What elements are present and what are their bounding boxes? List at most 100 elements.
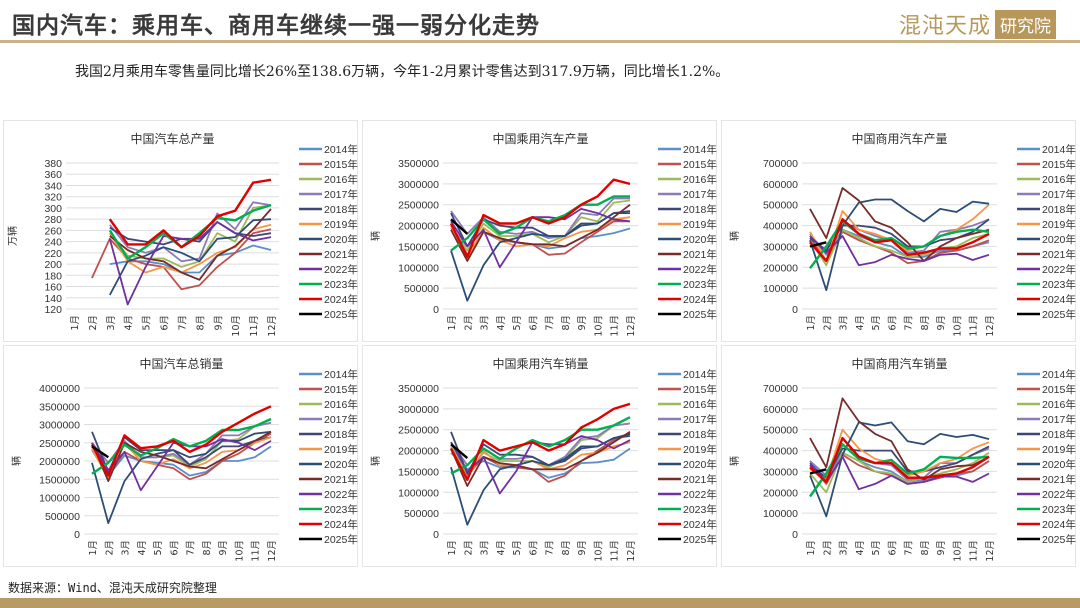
series-line-2025年	[91, 445, 109, 459]
x-tick-label: 11月	[969, 540, 980, 562]
series-line-2015年	[450, 433, 631, 483]
chart-2: 中国商用汽车产量 0 100000 200000 300000 400000 500000 6…	[728, 131, 1076, 337]
legend-label: 2021年	[683, 248, 717, 261]
chart-4: 中国乘用汽车销量 0 500000 1000000 1500000 2000000 2500…	[369, 356, 717, 562]
legend-label: 2025年	[1042, 308, 1076, 321]
legend-label: 2021年	[1042, 473, 1076, 486]
legend-label: 2019年	[683, 443, 717, 456]
y-axis-label: 辆	[369, 456, 382, 466]
legend-label: 2017年	[1042, 413, 1076, 426]
data-source-note: 数据来源：Wind、混沌天成研究院整理	[8, 581, 217, 595]
y-tick-label: 600000	[763, 404, 798, 416]
x-tick-label: 7月	[904, 540, 915, 556]
x-tick-label: 8月	[195, 315, 206, 331]
x-tick-label: 3月	[480, 315, 491, 331]
legend-label: 2023年	[324, 278, 358, 291]
series-line-2024年	[809, 436, 990, 484]
x-tick-label: 5月	[871, 315, 882, 331]
logo-text: 混沌天成	[898, 14, 991, 39]
x-tick-label: 12月	[985, 315, 996, 337]
series-line-2024年	[809, 218, 990, 263]
y-tick-label: 160	[44, 282, 62, 294]
legend-label: 2015年	[1042, 158, 1076, 171]
y-tick-label: 340	[44, 180, 62, 192]
y-tick-label: 120	[44, 304, 62, 316]
x-tick-label: 9月	[213, 315, 224, 331]
chart-panel-total-production: 中国汽车总产量 120 140 160 180 200 220 240 260 280 300 320…	[3, 120, 358, 342]
legend-label: 2014年	[1042, 368, 1076, 381]
x-tick-label: 9月	[936, 315, 947, 331]
legend-label: 2019年	[1042, 443, 1076, 456]
footer-bar	[0, 598, 1080, 608]
series-line-2023年	[450, 416, 631, 475]
series-line-2018年	[809, 445, 990, 479]
legend-label: 2024年	[324, 293, 358, 306]
y-axis-label: 辆	[369, 231, 382, 241]
x-tick-label: 9月	[577, 315, 588, 331]
legend-label: 2014年	[683, 368, 717, 381]
y-tick-label: 500000	[763, 200, 798, 212]
chart-panel-passenger-sales: 中国乘用汽车销量 0 500000 1000000 1500000 2000000 2500…	[362, 345, 717, 567]
legend-label: 2021年	[683, 473, 717, 486]
legend-label: 2023年	[683, 503, 717, 516]
x-tick-label: 6月	[528, 315, 539, 331]
x-tick-label: 11月	[249, 315, 260, 337]
x-tick-label: 10月	[234, 540, 245, 562]
legend-label: 2024年	[1042, 293, 1076, 306]
y-tick-label: 1000000	[398, 487, 439, 499]
legend-label: 2014年	[1042, 143, 1076, 156]
series-line-2022年	[91, 438, 272, 492]
page-subtitle: 我国2月乘用车零售量同比增长26%至138.6万辆，今年1-2月累计零售达到31…	[75, 64, 730, 80]
legend-label: 2019年	[1042, 218, 1076, 231]
series-line-2020年	[809, 198, 990, 292]
x-tick-label: 12月	[626, 315, 637, 337]
x-tick-label: 8月	[561, 540, 572, 556]
x-tick-label: 1月	[806, 315, 817, 331]
legend-label: 2022年	[683, 488, 717, 501]
legend-label: 2017年	[324, 188, 358, 201]
x-tick-label: 9月	[218, 540, 229, 556]
chart-title: 中国汽车总销量	[139, 356, 223, 371]
legend-label: 2016年	[683, 173, 717, 186]
series-line-2024年	[449, 402, 631, 481]
legend-label: 2018年	[683, 428, 717, 441]
y-tick-label: 200000	[763, 487, 798, 499]
legend-label: 2015年	[1042, 383, 1076, 396]
legend-label: 2020年	[324, 458, 358, 471]
legend-label: 2016年	[1042, 173, 1076, 186]
legend-label: 2014年	[324, 143, 358, 156]
series-line-2021年	[450, 203, 631, 262]
y-tick-label: 1000000	[398, 262, 439, 274]
x-tick-label: 3月	[839, 540, 850, 556]
legend-label: 2022年	[1042, 263, 1076, 276]
y-tick-label: 500000	[763, 425, 798, 437]
series-line-2022年	[450, 208, 631, 269]
chart-title: 中国商用汽车产量	[851, 131, 947, 146]
legend-label: 2018年	[324, 428, 358, 441]
x-tick-label: 9月	[577, 540, 588, 556]
y-tick-label: 300000	[763, 466, 798, 478]
x-tick-label: 3月	[480, 540, 491, 556]
y-tick-label: 1500000	[398, 241, 439, 253]
y-tick-label: 380	[44, 158, 62, 170]
legend-label: 2023年	[1042, 278, 1076, 291]
x-tick-label: 6月	[887, 315, 898, 331]
x-tick-label: 7月	[186, 540, 197, 556]
x-tick-label: 1月	[447, 540, 458, 556]
series-line-2020年	[809, 421, 990, 518]
legend-label: 2016年	[324, 398, 358, 411]
x-tick-label: 4月	[855, 540, 866, 556]
x-tick-label: 8月	[920, 315, 931, 331]
y-tick-label: 2000000	[39, 456, 80, 468]
x-tick-label: 7月	[904, 315, 915, 331]
legend-label: 2015年	[683, 158, 717, 171]
x-tick-label: 11月	[251, 540, 262, 562]
x-tick-label: 5月	[871, 540, 882, 556]
legend-label: 2016年	[324, 173, 358, 186]
series-line-2020年	[450, 433, 631, 526]
y-axis-label: 辆	[728, 456, 741, 466]
legend-label: 2018年	[324, 203, 358, 216]
y-tick-label: 260	[44, 225, 62, 237]
chart-1: 中国乘用汽车产量 0 500000 1000000 1500000 2000000 2500…	[369, 131, 717, 337]
y-tick-label: 100000	[763, 283, 798, 295]
